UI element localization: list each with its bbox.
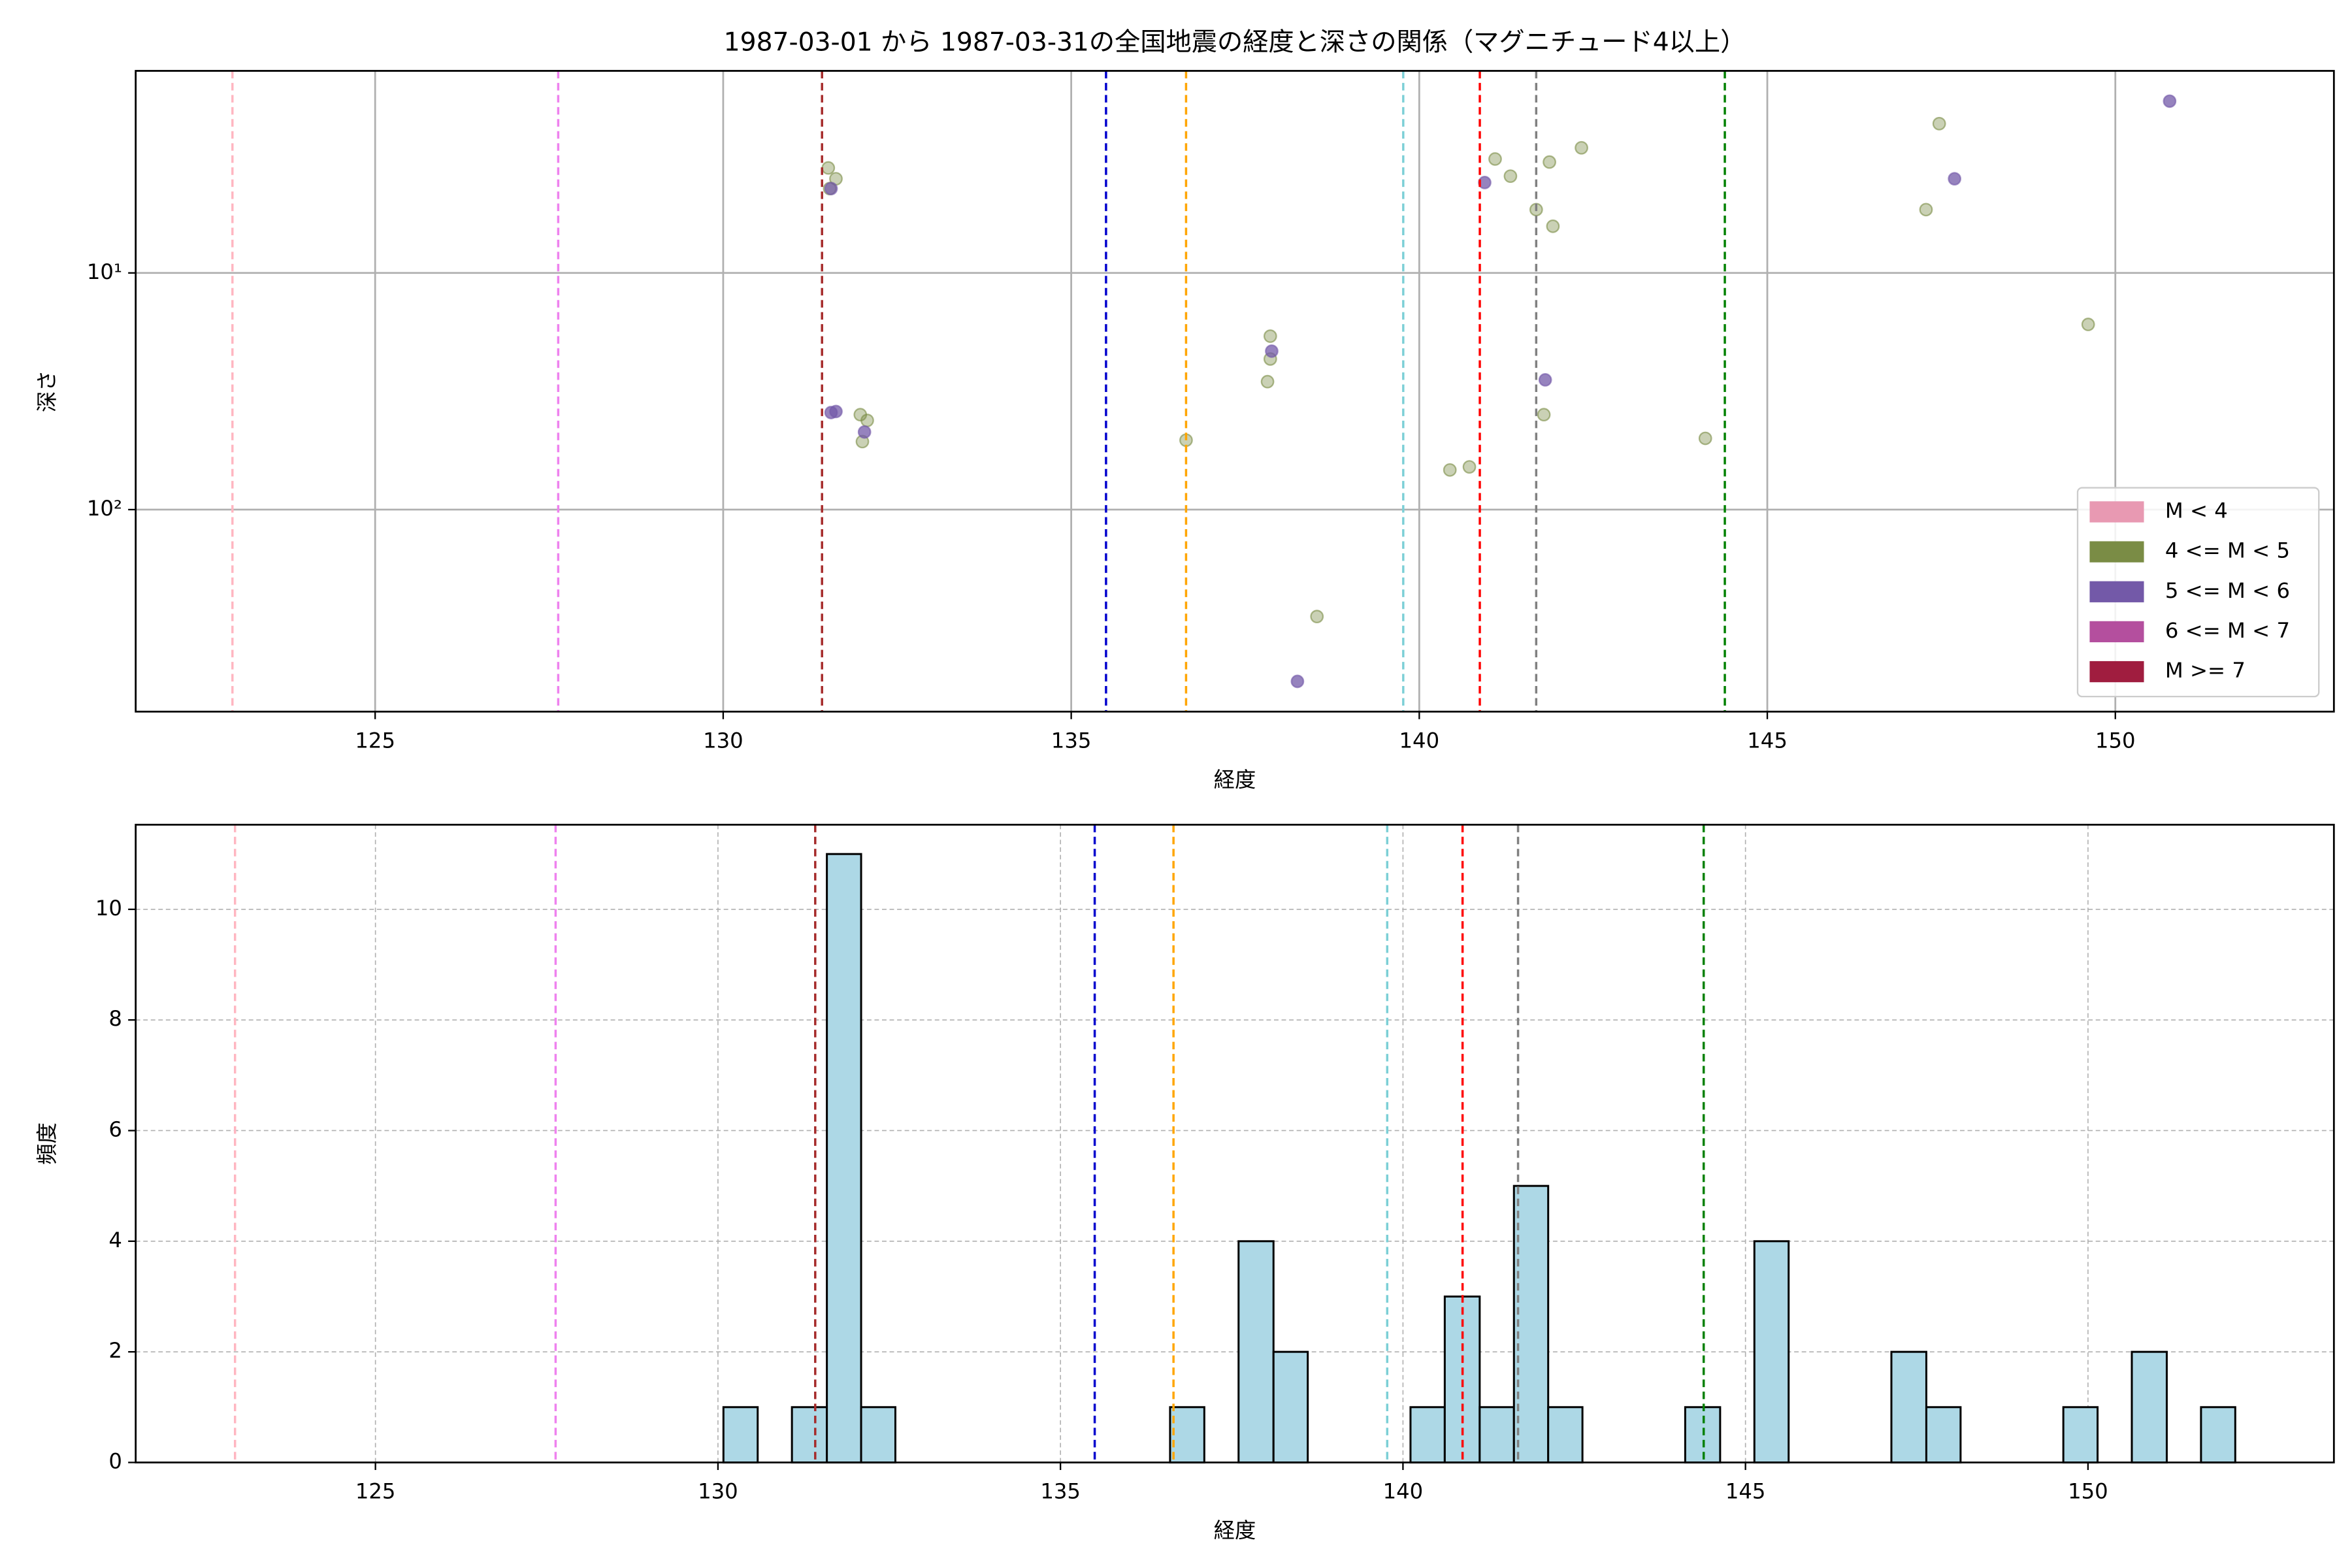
legend-swatch <box>2089 501 2144 523</box>
legend-frame <box>2076 487 2320 698</box>
x-tick-label: 140 <box>1399 728 1440 753</box>
point <box>2163 94 2177 108</box>
x-tick-label: 150 <box>2095 728 2136 753</box>
x-axis-label: 経度 <box>1214 1518 1256 1543</box>
chart-scatter: 125 130 135 140 145 150 10¹ 10² 1987-03-01 から 19… <box>35 27 2335 792</box>
x-tick-label: 150 <box>2068 1479 2108 1504</box>
legend-swatch <box>2089 581 2144 602</box>
point <box>1462 460 1477 474</box>
point <box>1546 219 1560 233</box>
x-tick-label: 140 <box>1383 1479 1424 1504</box>
legend-label: M >= 7 <box>2165 658 2246 683</box>
point <box>1503 169 1518 184</box>
point <box>824 182 838 195</box>
x-axis-label: 経度 <box>1214 767 1256 792</box>
x-tick-label: 130 <box>703 728 743 753</box>
plot-frame <box>135 823 2335 1463</box>
bar <box>1925 1406 1962 1463</box>
legend-swatch <box>2089 621 2144 643</box>
point <box>1948 172 1962 186</box>
point <box>1537 408 1551 422</box>
point <box>1919 203 1933 217</box>
point <box>824 406 838 419</box>
point <box>1543 155 1556 169</box>
chart-histogram: 125 130 135 140 145 150 0 2 4 6 8 10 経度 頻度 <box>35 823 2335 1543</box>
bar <box>860 1406 896 1463</box>
bar <box>1512 1184 1550 1463</box>
bar <box>1478 1406 1515 1463</box>
legend-label: M < 4 <box>2165 498 2228 523</box>
bar <box>722 1406 759 1463</box>
point <box>1263 329 1277 343</box>
point <box>860 414 874 427</box>
bar <box>1409 1406 1446 1463</box>
point <box>1260 374 1275 389</box>
point <box>1932 116 1946 131</box>
y-axis-label: 深さ <box>35 370 59 413</box>
point <box>1575 140 1588 155</box>
y-tick-label: 8 <box>108 1006 122 1031</box>
bar <box>1547 1406 1584 1463</box>
legend-swatch <box>2089 541 2144 563</box>
point <box>1310 610 1324 624</box>
x-tick-label: 125 <box>355 728 395 753</box>
y-axis-label: 頻度 <box>35 1122 59 1165</box>
chart-title: 1987-03-01 から 1987-03-31の全国地震の経度と深さの関係（マ… <box>724 27 1746 57</box>
point <box>1478 176 1492 189</box>
y-tick-label: 4 <box>108 1228 122 1252</box>
bar <box>1169 1406 1205 1463</box>
y-tick-label: 10¹ <box>87 259 122 284</box>
bar <box>826 853 862 1463</box>
y-tick-label: 0 <box>108 1448 122 1473</box>
x-tick-label: 145 <box>1747 728 1788 753</box>
legend: M < 4 4 <= M < 5 5 <= M < 6 6 <= M < 7 M >= … <box>2076 487 2320 698</box>
point <box>1265 344 1279 358</box>
x-tick-label: 135 <box>1040 1479 1081 1504</box>
bar <box>1890 1350 1927 1463</box>
bar <box>2131 1350 2168 1463</box>
point <box>1443 463 1457 477</box>
point <box>821 161 836 175</box>
y-tick-label: 10 <box>95 896 122 921</box>
bar <box>1272 1350 1309 1463</box>
bar <box>1237 1240 1275 1463</box>
point <box>857 425 872 439</box>
legend-swatch <box>2089 661 2144 683</box>
legend-label: 4 <= M < 5 <box>2165 538 2290 563</box>
y-tick-label: 2 <box>108 1338 122 1363</box>
point <box>2081 318 2095 331</box>
bar <box>791 1406 828 1463</box>
plot-frame <box>135 70 2335 713</box>
bar <box>1753 1240 1790 1463</box>
y-tick-label: 6 <box>108 1117 122 1141</box>
x-tick-label: 125 <box>355 1479 396 1504</box>
x-tick-label: 130 <box>698 1479 738 1504</box>
point <box>1290 674 1305 689</box>
point <box>1488 152 1502 166</box>
y-tick-label: 10² <box>87 496 122 521</box>
point <box>1538 373 1552 387</box>
legend-label: 5 <= M < 6 <box>2165 578 2290 603</box>
x-tick-label: 135 <box>1051 728 1092 753</box>
bar <box>2062 1406 2099 1463</box>
legend-label: 6 <= M < 7 <box>2165 618 2290 643</box>
x-tick-label: 145 <box>1725 1479 1766 1504</box>
bar <box>2200 1406 2236 1463</box>
point <box>1698 431 1712 446</box>
